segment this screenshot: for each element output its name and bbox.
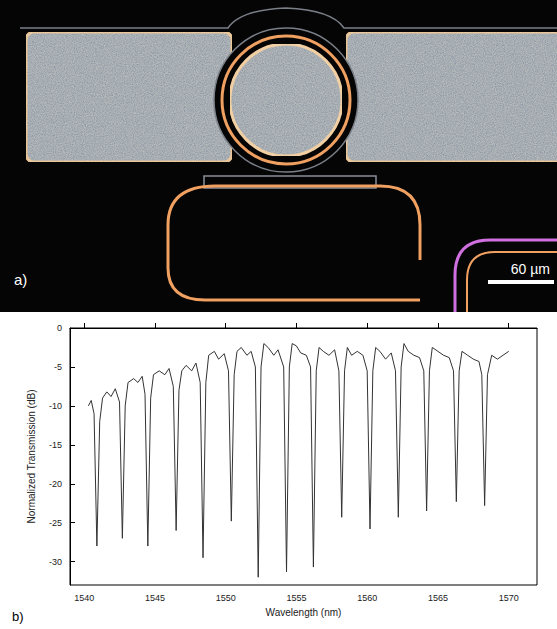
svg-text:1540: 1540 — [74, 593, 94, 603]
svg-text:1565: 1565 — [428, 593, 448, 603]
svg-text:-20: -20 — [49, 479, 62, 489]
svg-text:-25: -25 — [49, 518, 62, 528]
svg-text:-15: -15 — [49, 440, 62, 450]
svg-text:-10: -10 — [49, 401, 62, 411]
svg-text:0: 0 — [57, 323, 62, 333]
svg-text:1560: 1560 — [357, 593, 377, 603]
svg-text:Normalized Transmission (dB): Normalized Transmission (dB) — [26, 390, 37, 524]
svg-text:-5: -5 — [54, 362, 62, 372]
svg-text:1550: 1550 — [216, 593, 236, 603]
svg-text:a): a) — [14, 271, 27, 288]
svg-text:Wavelength (nm): Wavelength (nm) — [266, 607, 342, 618]
svg-text:1555: 1555 — [286, 593, 306, 603]
svg-text:1545: 1545 — [145, 593, 165, 603]
svg-text:-30: -30 — [49, 557, 62, 567]
svg-text:1570: 1570 — [499, 593, 519, 603]
svg-text:b): b) — [12, 609, 24, 624]
svg-text:60 µm: 60 µm — [511, 261, 550, 277]
